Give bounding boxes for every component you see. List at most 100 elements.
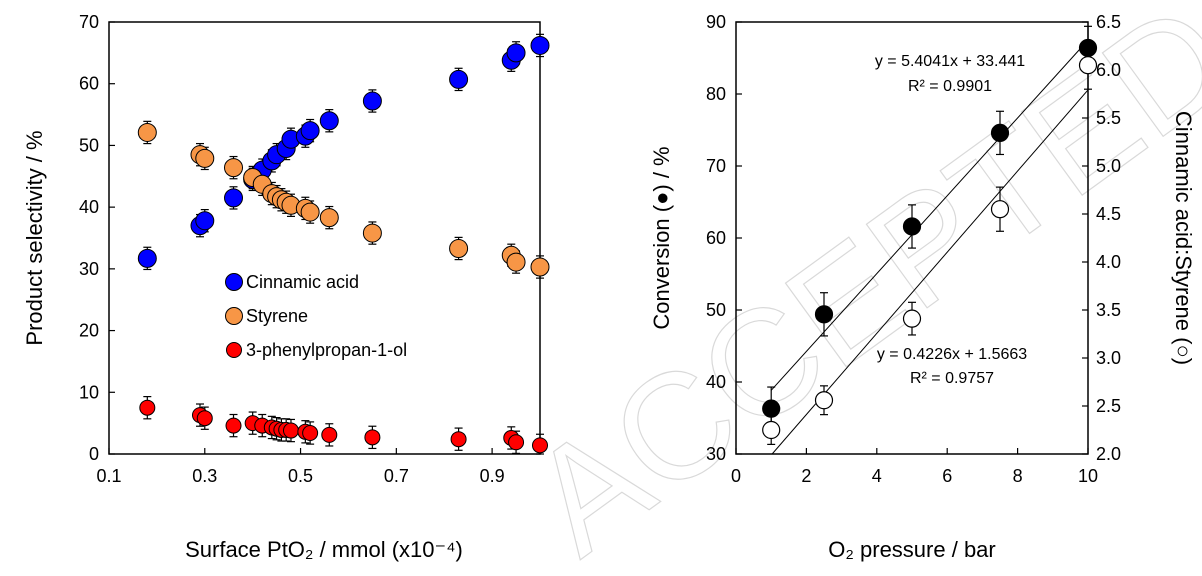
data-point-cinnamic-acid xyxy=(449,69,469,89)
left-y-axis-ticks: 30 40 50 60 70 80 90 xyxy=(706,12,742,464)
data-point-conversion xyxy=(762,399,781,418)
y-tick-label: 70 xyxy=(79,12,99,32)
watermark-text: ACCEPTED MANUSCRIPT xyxy=(500,0,1202,576)
x-tick-label: 0.5 xyxy=(288,466,313,486)
legend-label-phenylpropanol: 3-phenylpropan-1-ol xyxy=(246,340,407,360)
left-y-axis-label: Conversion (●) / % xyxy=(649,146,674,329)
legend-label-cinnamic-acid: Cinnamic acid xyxy=(246,272,359,292)
x-tick-label: 4 xyxy=(872,466,882,486)
x-axis-label-right: O₂ pressure / bar xyxy=(828,537,996,562)
y-tick-label: 40 xyxy=(79,197,99,217)
legend: Cinnamic acid Styrene 3-phenylpropan-1-o… xyxy=(225,272,407,360)
y-axis-label: Product selectivity / % xyxy=(22,130,47,345)
left-y-tick-label: 60 xyxy=(706,228,726,248)
plot-area-frame xyxy=(108,21,541,455)
legend-marker-phenylpropanol xyxy=(226,342,242,358)
data-point-3-phenylpropan-1-ol xyxy=(139,399,156,416)
right-y-tick-label: 2.0 xyxy=(1096,444,1121,464)
data-point-conversion xyxy=(902,217,922,236)
y-tick-label: 60 xyxy=(79,74,99,94)
x-tick-label: 0 xyxy=(731,466,741,486)
y-axis-ticks: 0 10 20 30 40 50 60 70 xyxy=(79,12,115,464)
data-point-3-phenylpropan-1-ol xyxy=(321,426,338,443)
data-point-styrene xyxy=(195,148,215,168)
left-y-tick-label: 70 xyxy=(706,156,726,176)
data-point-cinnamic-acid xyxy=(137,248,157,268)
left-y-tick-label: 80 xyxy=(706,84,726,104)
data-point-styrene xyxy=(300,202,320,222)
data-point-cinnamic-acid xyxy=(506,43,526,63)
data-point-conversion xyxy=(814,305,834,324)
left-y-tick-label: 30 xyxy=(706,444,726,464)
data-point-conversion xyxy=(990,123,1010,142)
data-point-cinnamic-acid xyxy=(530,35,550,55)
right-y-tick-label: 2.5 xyxy=(1096,396,1121,416)
data-point-styrene xyxy=(362,223,382,243)
selectivity-chart: 0 10 20 30 40 50 60 70 0.1 0.3 0.5 0.7 0.9 Product … xyxy=(22,12,550,562)
data-point-styrene xyxy=(224,158,244,178)
fit-r2-ratio: R² = 0.9757 xyxy=(910,370,994,387)
data-point-ratio xyxy=(990,200,1010,219)
data-point-cinnamic-acid xyxy=(224,188,244,208)
right-y-tick-label: 5.0 xyxy=(1096,156,1121,176)
left-y-tick-label: 90 xyxy=(706,12,726,32)
data-points-right xyxy=(762,25,1098,445)
data-point-ratio xyxy=(902,309,922,328)
data-point-3-phenylpropan-1-ol xyxy=(364,429,381,446)
x-tick-label: 0.9 xyxy=(480,466,505,486)
legend-marker-cinnamic-acid xyxy=(225,273,243,291)
data-point-conversion xyxy=(1078,38,1098,58)
data-point-cinnamic-acid xyxy=(195,211,215,231)
left-y-tick-label: 40 xyxy=(706,372,726,392)
data-point-3-phenylpropan-1-ol xyxy=(225,417,242,434)
data-point-ratio xyxy=(814,391,834,410)
left-y-tick-label: 50 xyxy=(706,300,726,320)
data-point-3-phenylpropan-1-ol xyxy=(508,434,525,451)
right-y-tick-label: 6.5 xyxy=(1096,12,1121,32)
data-point-3-phenylpropan-1-ol xyxy=(450,431,467,448)
data-point-3-phenylpropan-1-ol xyxy=(532,437,548,454)
x-axis-ticks: 0.1 0.3 0.5 0.7 0.9 xyxy=(96,448,505,486)
x-tick-label: 6 xyxy=(942,466,952,486)
y-tick-label: 0 xyxy=(89,444,99,464)
data-point-cinnamic-acid xyxy=(319,111,339,131)
data-points xyxy=(137,33,550,455)
x-tick-label: 8 xyxy=(1013,466,1023,486)
data-point-ratio xyxy=(1078,56,1098,75)
data-point-ratio xyxy=(762,420,781,440)
y-tick-label: 30 xyxy=(79,259,99,279)
data-point-styrene xyxy=(530,257,550,277)
data-point-3-phenylpropan-1-ol xyxy=(282,422,299,439)
y-tick-label: 20 xyxy=(79,321,99,341)
x-tick-label: 2 xyxy=(801,466,811,486)
data-point-3-phenylpropan-1-ol xyxy=(302,425,319,442)
x-tick-label: 0.1 xyxy=(96,466,121,486)
fit-r2-conversion: R² = 0.9901 xyxy=(908,78,992,95)
right-y-axis-ticks: 2.0 2.5 3.0 3.5 4.0 4.5 5.0 5.5 6.0 6.5 xyxy=(1082,12,1121,464)
data-point-cinnamic-acid xyxy=(300,121,320,141)
right-y-tick-label: 6.0 xyxy=(1096,60,1121,80)
legend-marker-styrene xyxy=(225,307,243,325)
fit-equation-conversion: y = 5.4041x + 33.441 xyxy=(875,53,1025,70)
right-y-tick-label: 5.5 xyxy=(1096,108,1121,128)
data-point-3-phenylpropan-1-ol xyxy=(196,410,213,427)
legend-label-styrene: Styrene xyxy=(246,306,308,326)
x-axis-ticks-right: 0 2 4 6 8 10 xyxy=(731,448,1098,486)
data-point-styrene xyxy=(506,252,526,272)
right-y-tick-label: 3.0 xyxy=(1096,348,1121,368)
right-y-axis-label: Cinnamic acid:Styrene (○) xyxy=(1171,111,1196,365)
right-y-tick-label: 4.5 xyxy=(1096,204,1121,224)
fit-equation-ratio: y = 0.4226x + 1.5663 xyxy=(877,346,1027,363)
right-y-tick-label: 4.0 xyxy=(1096,252,1121,272)
y-tick-label: 10 xyxy=(79,382,99,402)
data-point-styrene xyxy=(449,238,469,258)
x-tick-label: 10 xyxy=(1078,466,1098,486)
right-y-tick-label: 3.5 xyxy=(1096,300,1121,320)
x-tick-label: 0.3 xyxy=(192,466,217,486)
x-axis-label: Surface PtO₂ / mmol (x10⁻⁴) xyxy=(185,537,463,562)
data-point-styrene xyxy=(319,208,339,228)
data-point-cinnamic-acid xyxy=(362,91,382,111)
x-tick-label: 0.7 xyxy=(384,466,409,486)
